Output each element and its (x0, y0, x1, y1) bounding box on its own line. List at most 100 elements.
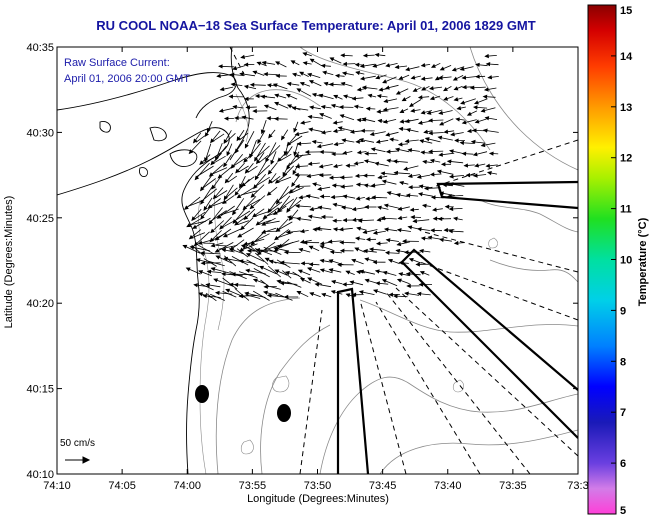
current-vector-head (355, 182, 361, 187)
current-vector-head (305, 194, 311, 199)
current-vector-head (409, 102, 414, 107)
current-vector-head (210, 160, 215, 166)
current-vector-head (236, 194, 242, 199)
current-vector-head (293, 127, 298, 133)
current-vector-head (223, 116, 229, 121)
current-vector (234, 288, 250, 301)
current-vector-head (206, 269, 212, 274)
current-vector-head (405, 127, 411, 133)
current-vector-head (306, 173, 312, 179)
current-vector-head (255, 221, 261, 226)
current-vector-head (222, 233, 228, 238)
current-vector-head (354, 62, 360, 67)
nj-coastline (57, 127, 230, 474)
current-vector (207, 260, 225, 267)
current-vector-head (361, 85, 367, 90)
current-vector-head (342, 194, 348, 199)
current-vector (203, 258, 217, 267)
current-vector (231, 273, 254, 276)
current-vector-head (252, 278, 258, 283)
current-vector-head (291, 182, 296, 188)
x-tick-label: 74:05 (108, 480, 136, 492)
current-vector-head (381, 279, 387, 284)
current-vector-head (365, 237, 371, 242)
current-vector-head (396, 241, 402, 247)
current-vector-head (428, 149, 433, 154)
current-vector-head (193, 138, 198, 144)
current-vector (196, 165, 214, 177)
current-vector-head (376, 94, 382, 99)
current-vector-head (375, 75, 381, 80)
current-vector-head (281, 135, 286, 141)
current-vector (202, 157, 215, 164)
current-vector-head (256, 61, 262, 66)
current-vector-head (385, 250, 390, 255)
current-vector-head (311, 92, 317, 98)
current-vector-head (395, 90, 401, 95)
current-vector-head (416, 291, 422, 296)
current-vector-head (309, 105, 314, 110)
beam-line-4 (385, 291, 531, 474)
current-vector-head (309, 206, 315, 212)
current-vector-head (404, 119, 410, 124)
current-vector-head (418, 282, 424, 287)
current-vector-head (376, 205, 382, 210)
current-vector-head (215, 255, 221, 260)
surface-current-time: April 01, 2006 20:00 GMT (64, 73, 190, 85)
current-vector-head (309, 58, 315, 63)
current-vector-head (264, 257, 270, 262)
current-vector-head (364, 257, 370, 262)
x-tick-label: 73:35 (499, 480, 527, 492)
current-vector-head (465, 172, 471, 178)
current-vector-head (197, 240, 203, 245)
current-vector-head (299, 229, 305, 234)
current-vector-head (279, 281, 285, 286)
current-vector-head (249, 204, 255, 210)
current-vector-head (288, 189, 294, 194)
x-tick-label: 73:45 (369, 480, 397, 492)
current-vector-head (228, 282, 234, 287)
current-vector-head (341, 138, 347, 143)
current-vector-head (275, 73, 280, 79)
current-vector-head (307, 161, 313, 166)
current-vector-head (472, 173, 478, 178)
surface-current-vectors (182, 52, 499, 302)
current-vector (238, 165, 249, 173)
current-vector-head (268, 259, 274, 264)
current-vector-head (296, 216, 301, 221)
current-vector-head (257, 139, 262, 144)
current-vector-head (285, 229, 291, 235)
current-vector-head (233, 282, 239, 287)
current-vector-head (469, 85, 475, 90)
current-vector-head (200, 250, 205, 256)
current-vector-head (459, 66, 465, 71)
current-vector-head (385, 63, 391, 68)
current-vector-head (367, 93, 373, 98)
current-vector (232, 156, 247, 167)
current-vector-head (484, 53, 489, 59)
current-vector (282, 270, 292, 279)
current-vector-head (407, 225, 413, 230)
current-vector-head (392, 159, 398, 164)
current-vector-head (386, 158, 391, 163)
current-vector-head (186, 223, 192, 228)
current-vector-head (438, 152, 443, 157)
island-2 (99, 121, 111, 133)
current-vector-head (297, 269, 303, 274)
plot-area (57, 47, 578, 474)
current-vector (284, 165, 294, 176)
current-vector-head (404, 291, 409, 296)
current-vector-head (246, 248, 252, 254)
current-vector-head (359, 76, 365, 81)
colorbar-tick-label: 10 (620, 255, 632, 267)
current-vector-head (342, 217, 348, 223)
current-vector-head (261, 221, 267, 226)
colorbar-tick-label: 13 (620, 102, 632, 114)
current-vector-head (382, 119, 388, 124)
current-vector-head (210, 267, 216, 272)
current-vector (278, 198, 295, 210)
current-vector (287, 154, 304, 167)
current-vector-head (332, 163, 338, 169)
current-vector-head (312, 182, 317, 187)
